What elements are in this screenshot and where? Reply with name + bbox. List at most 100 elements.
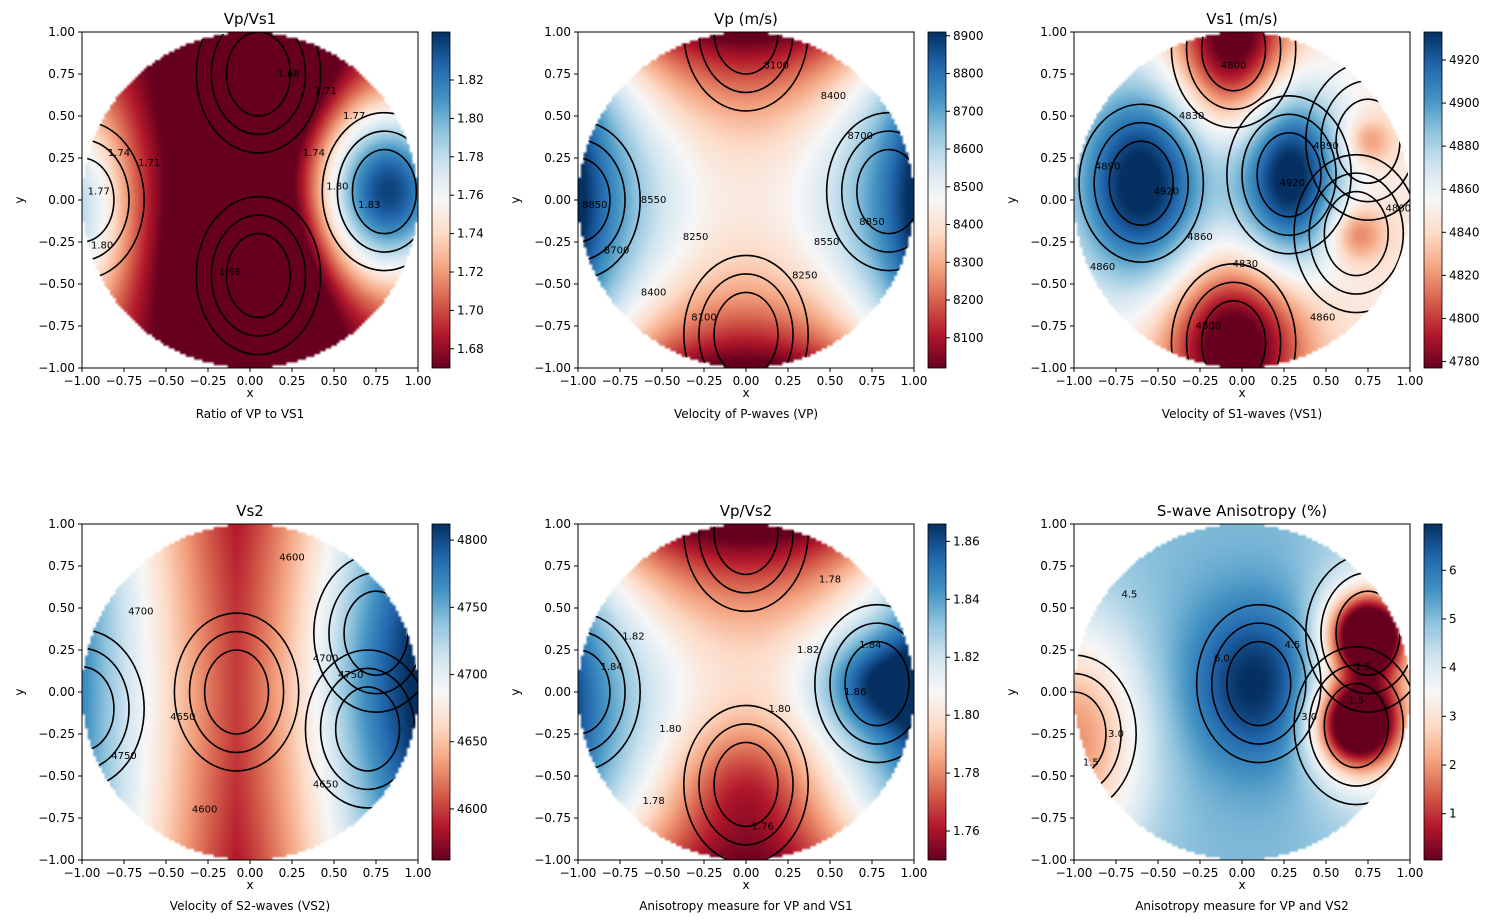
colorbar-tick-label: 1.74: [457, 227, 484, 241]
contour-label: 1.84: [859, 640, 881, 651]
subplot-caption: Anisotropy measure for VP and VS2: [1135, 899, 1349, 913]
x-tick-label: −0.25: [686, 374, 723, 388]
subplot-2: 8100 8400 8700 8850 8550 8250 8850 8550 8700 8250…: [509, 10, 984, 421]
contour-lines: [1074, 553, 1410, 814]
y-tick-label: −0.50: [38, 277, 75, 291]
y-axis-label: y: [13, 196, 27, 203]
contour-label: 4920: [1154, 187, 1179, 198]
y-tick-label: −0.50: [534, 769, 571, 783]
contour-line: [1226, 95, 1353, 255]
subplot-title: S-wave Anisotropy (%): [1157, 502, 1327, 520]
colorbar-tick-label: 8400: [953, 218, 984, 232]
x-axis-label: x: [246, 878, 253, 892]
y-tick-label: 0.50: [544, 109, 571, 123]
x-tick-label: −0.50: [148, 866, 185, 880]
contour-line: [82, 138, 130, 262]
colorbar: [927, 31, 947, 369]
contour-label: 1.77: [343, 111, 365, 122]
x-tick-label: 1.00: [1397, 866, 1424, 880]
contour-line: [210, 32, 307, 136]
y-tick-label: 0.00: [1040, 193, 1067, 207]
contour-label: 8550: [641, 195, 666, 206]
contour-label: 4800: [1221, 61, 1246, 72]
contour-label: 1.5: [1083, 758, 1099, 769]
contour-label: 8250: [792, 271, 817, 282]
y-tick-label: −0.50: [1030, 769, 1067, 783]
contour-label: 4600: [279, 553, 304, 564]
y-tick-label: 1.00: [1040, 517, 1067, 531]
x-tick-label: −0.75: [106, 866, 143, 880]
y-tick-label: −1.00: [38, 361, 75, 375]
colorbar: [1423, 523, 1443, 861]
y-tick-label: −0.75: [1030, 811, 1067, 825]
y-tick-label: −0.75: [1030, 319, 1067, 333]
x-tick-label: 0.75: [363, 866, 390, 880]
y-tick-label: 0.25: [48, 151, 75, 165]
contour-label: 8250: [683, 232, 708, 243]
contour-line: [225, 232, 292, 319]
y-tick-label: −0.75: [38, 811, 75, 825]
contour-line: [1293, 153, 1410, 314]
contour-label: 4890: [1313, 141, 1338, 152]
y-tick-label: 0.75: [48, 67, 75, 81]
x-tick-label: 0.50: [817, 866, 844, 880]
colorbar-tick-label: 1.78: [457, 150, 484, 164]
colorbar-tick-label: 1.84: [953, 592, 980, 606]
contour-label: 4860: [1187, 232, 1212, 243]
contour-label: 4650: [170, 712, 195, 723]
x-tick-label: −1.00: [64, 866, 101, 880]
y-tick-label: 0.75: [48, 559, 75, 573]
x-axis-label: x: [1238, 878, 1245, 892]
x-tick-label: 0.00: [733, 374, 760, 388]
x-axis-label: x: [742, 386, 749, 400]
colorbar-tick-label: 4820: [1449, 268, 1480, 282]
contour-label: 1.76: [752, 821, 774, 832]
colorbar-tick-label: 4840: [1449, 225, 1480, 239]
x-tick-label: −0.50: [644, 866, 681, 880]
x-tick-label: −0.75: [1098, 374, 1135, 388]
y-tick-label: 1.00: [48, 25, 75, 39]
x-tick-label: −1.00: [1056, 866, 1093, 880]
contour-label: 4860: [1386, 203, 1411, 214]
colorbar-tick-label: 8500: [953, 180, 984, 194]
y-tick-label: 0.00: [1040, 685, 1067, 699]
subplot-caption: Velocity of S2-waves (VS2): [170, 899, 330, 913]
colorbar-tick-label: 2: [1449, 758, 1457, 772]
x-tick-label: −0.50: [1140, 866, 1177, 880]
subplot-title: Vs1 (m/s): [1206, 10, 1278, 28]
colorbar-tick-label: 4600: [457, 802, 488, 816]
colorbar-tick-label: 8900: [953, 29, 984, 43]
y-axis-label: y: [1005, 688, 1019, 695]
contour-label: 1.78: [642, 796, 664, 807]
x-tick-label: 0.00: [237, 374, 264, 388]
x-tick-label: 0.50: [321, 374, 348, 388]
colorbar-tick-label: 8600: [953, 142, 984, 156]
y-tick-label: −1.00: [1030, 361, 1067, 375]
colorbar-tick-label: 1.80: [953, 708, 980, 722]
y-tick-label: −1.00: [1030, 853, 1067, 867]
y-tick-label: 0.25: [1040, 643, 1067, 657]
x-axis-label: x: [246, 386, 253, 400]
x-tick-label: −1.00: [560, 866, 597, 880]
x-tick-label: 0.50: [817, 374, 844, 388]
contour-label: 1.5: [1355, 662, 1371, 673]
x-tick-label: −0.75: [1098, 866, 1135, 880]
contour-label: 1.80: [659, 724, 681, 735]
x-tick-label: 1.00: [1397, 374, 1424, 388]
y-tick-label: −0.75: [534, 811, 571, 825]
x-tick-label: −0.25: [190, 374, 227, 388]
colorbar: [431, 523, 451, 861]
contour-label: 3.0: [1108, 729, 1124, 740]
x-tick-label: 0.00: [733, 866, 760, 880]
contour-label: 1.77: [88, 187, 110, 198]
contour-label: 1.74: [303, 148, 325, 159]
colorbar-tick-label: 4880: [1449, 139, 1480, 153]
contour-line: [1200, 299, 1267, 368]
contour-line: [856, 148, 914, 235]
colorbar: [431, 31, 451, 369]
contour-lines: [1078, 32, 1410, 368]
contour-line: [1308, 172, 1405, 295]
contour-label: 1.80: [326, 182, 348, 193]
y-tick-label: 0.25: [544, 151, 571, 165]
